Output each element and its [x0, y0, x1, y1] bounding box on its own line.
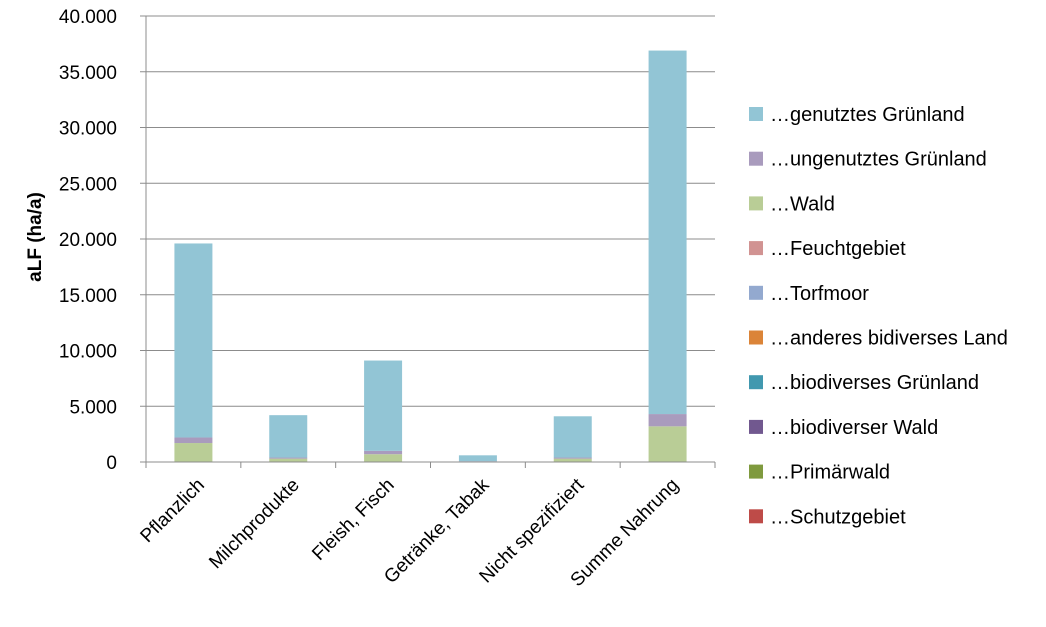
- bar-segment-genutztes-grünland-milchprodukte: [269, 415, 307, 457]
- bar-segment-wald-pflanzlich: [174, 443, 212, 462]
- legend-swatch-feuchtgebiet: [749, 241, 763, 255]
- legend-swatch-ungenutztes-grünland: [749, 152, 763, 166]
- y-axis-title: aLF (ha/a): [25, 192, 46, 282]
- legend-swatch-genutztes-grünland: [749, 107, 763, 121]
- legend-swatch-biodiverser-wald: [749, 420, 763, 434]
- y-tick-label: 5.000: [69, 397, 117, 418]
- legend-swatch-schutzgebiet: [749, 509, 763, 523]
- gridlines: [146, 16, 715, 406]
- bar-segment-ungenutztes-grünland-nicht-spezifiziert: [554, 458, 592, 459]
- legend-label-ungenutztes-grünland: …ungenutztes Grünland: [770, 149, 987, 171]
- y-tick-label: 35.000: [59, 63, 117, 84]
- bar-segment-wald-summe-nahrung: [649, 426, 687, 462]
- legend-label-biodiverser-wald: …biodiverser Wald: [770, 417, 938, 439]
- y-tick-labels: 0 5.000 10.000 15.000 20.000 25.000 30.000 35.0…: [59, 7, 117, 474]
- legend-label-biodiverses-grünland: …biodiverses Grünland: [770, 372, 979, 394]
- bar-segment-genutztes-grünland-pflanzlich: [174, 243, 212, 437]
- bar-segment-genutztes-grünland-getränke-tabak: [459, 455, 497, 461]
- legend-swatch-biodiverses-grünland: [749, 375, 763, 389]
- x-category-label: Fleish, Fisch: [308, 475, 398, 565]
- bar-segment-ungenutztes-grünland-fleish-fisch: [364, 451, 402, 454]
- y-tick-label: 30.000: [59, 119, 117, 140]
- legend-swatch-primärwald: [749, 465, 763, 479]
- legend-label-wald: …Wald: [770, 193, 835, 215]
- bar-segment-ungenutztes-grünland-summe-nahrung: [649, 414, 687, 426]
- bar-segment-wald-fleish-fisch: [364, 454, 402, 462]
- bar-segment-genutztes-grünland-fleish-fisch: [364, 361, 402, 451]
- bar-segment-ungenutztes-grünland-pflanzlich: [174, 437, 212, 443]
- legend-label-feuchtgebiet: …Feuchtgebiet: [770, 238, 906, 260]
- legend-swatch-anderes-bidiverses-land: [749, 331, 763, 345]
- y-tick-label: 15.000: [59, 286, 117, 307]
- y-tick-label: 25.000: [59, 174, 117, 195]
- bar-segment-wald-nicht-spezifiziert: [554, 459, 592, 462]
- legend-label-torfmoor: …Torfmoor: [770, 283, 869, 305]
- y-tick-label: 20.000: [59, 230, 117, 251]
- x-category-label: Pflanzlich: [137, 475, 209, 547]
- x-category-label: Milchprodukte: [205, 475, 303, 573]
- bar-segment-genutztes-grünland-summe-nahrung: [649, 51, 687, 414]
- bar-segment-wald-milchprodukte: [269, 459, 307, 462]
- y-tick-label: 10.000: [59, 342, 117, 363]
- y-tick-label: 0: [106, 453, 117, 474]
- legend-label-schutzgebiet: …Schutzgebiet: [770, 506, 906, 528]
- legend: …genutztes Grünland …ungenutztes Grünland…: [749, 104, 1008, 528]
- bar-segment-genutztes-grünland-nicht-spezifiziert: [554, 416, 592, 457]
- y-tick-label: 40.000: [59, 7, 117, 28]
- legend-swatch-wald: [749, 196, 763, 210]
- axes: [140, 16, 715, 468]
- bar-segment-ungenutztes-grünland-milchprodukte: [269, 458, 307, 459]
- bars: [174, 51, 686, 462]
- legend-label-primärwald: …Primärwald: [770, 462, 890, 484]
- legend-label-genutztes-grünland: …genutztes Grünland: [770, 104, 965, 126]
- legend-swatch-torfmoor: [749, 286, 763, 300]
- legend-label-anderes-bidiverses-land: …anderes bidiverses Land: [770, 328, 1008, 350]
